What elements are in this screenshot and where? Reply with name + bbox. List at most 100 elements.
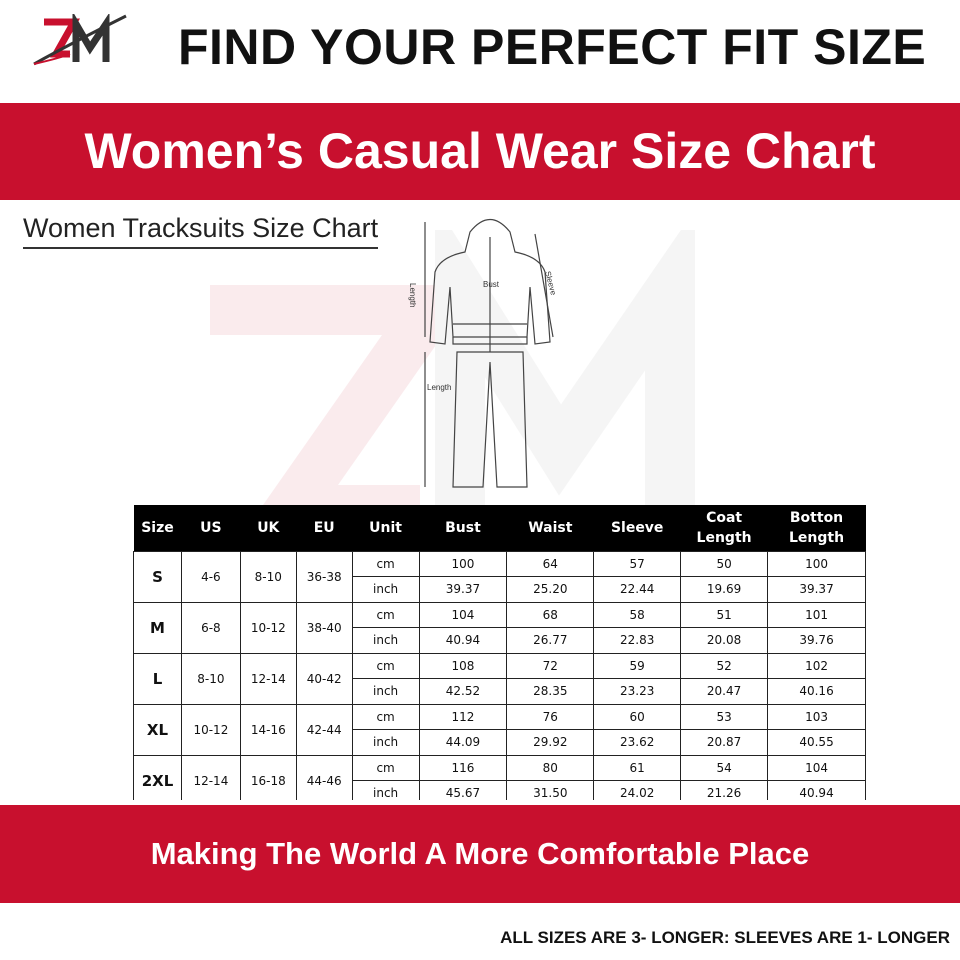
measurement-cell: 23.23 bbox=[593, 678, 682, 705]
column-header: Bust bbox=[419, 505, 507, 551]
column-header: Botton Length bbox=[767, 505, 866, 551]
measurement-cell: 20.87 bbox=[680, 729, 769, 756]
table-row: S 4-6 8-10 36-38 cm 100 64 57 50 100 bbox=[133, 550, 866, 603]
measurement-cell: 40.55 bbox=[767, 729, 866, 756]
measurement-cell: 100 bbox=[418, 550, 508, 577]
measurement-cell: 102 bbox=[767, 652, 866, 679]
table-row: inch 45.67 31.50 24.02 21.26 40.94 bbox=[134, 780, 866, 800]
footer-note: ALL SIZES ARE 3- LONGER: SLEEVES ARE 1- … bbox=[500, 928, 950, 947]
measurement-cell: 116 bbox=[418, 754, 508, 781]
brand-logo bbox=[33, 14, 127, 66]
measurement-cell: 53 bbox=[680, 703, 769, 730]
measurement-cell: 64 bbox=[506, 550, 595, 577]
measurement-cell: 112 bbox=[418, 703, 508, 730]
measurement-cell: 51 bbox=[680, 601, 769, 628]
measurement-cell: 23.62 bbox=[593, 729, 682, 756]
measurement-cell: 100 bbox=[767, 550, 866, 577]
bust-label: Bust bbox=[483, 280, 500, 289]
measurement-cell: 108 bbox=[418, 652, 508, 679]
us-size-cell: 12-14 bbox=[180, 754, 241, 800]
size-table: Size US UK EU Unit Bust Waist Sleeve Coat Length… bbox=[133, 505, 866, 800]
column-header: EU bbox=[296, 505, 353, 551]
size-cell: S bbox=[133, 550, 182, 603]
measurement-cell: 72 bbox=[506, 652, 595, 679]
unit-cell: inch bbox=[351, 780, 420, 800]
column-header: Waist bbox=[506, 505, 594, 551]
measurement-cell: 19.69 bbox=[680, 576, 769, 603]
measurement-cell: 21.26 bbox=[680, 780, 769, 800]
measurement-cell: 104 bbox=[767, 754, 866, 781]
column-header: Unit bbox=[352, 505, 420, 551]
unit-cell: cm bbox=[351, 703, 420, 730]
size-cell: M bbox=[133, 601, 182, 654]
table-row: inch 44.09 29.92 23.62 20.87 40.55 bbox=[134, 729, 866, 756]
uk-size-cell: 10-12 bbox=[239, 601, 297, 654]
coat-length-label: Length bbox=[408, 283, 417, 307]
measurement-cell: 103 bbox=[767, 703, 866, 730]
measurement-cell: 45.67 bbox=[418, 780, 508, 800]
unit-cell: inch bbox=[351, 627, 420, 654]
unit-cell: cm bbox=[351, 652, 420, 679]
unit-cell: cm bbox=[351, 550, 420, 577]
measurement-cell: 80 bbox=[506, 754, 595, 781]
measurement-cell: 40.16 bbox=[767, 678, 866, 705]
measurement-cell: 59 bbox=[593, 652, 682, 679]
measurement-cell: 50 bbox=[680, 550, 769, 577]
measurement-cell: 39.37 bbox=[418, 576, 508, 603]
page-title: FIND YOUR PERFECT FIT SIZE bbox=[178, 19, 927, 75]
measurement-cell: 39.37 bbox=[767, 576, 866, 603]
banner-title: Women’s Casual Wear Size Chart bbox=[0, 103, 960, 200]
us-size-cell: 8-10 bbox=[180, 652, 241, 705]
eu-size-cell: 36-38 bbox=[295, 550, 353, 603]
column-header: US bbox=[181, 505, 241, 551]
table-row: 2XL 12-14 16-18 44-46 cm 116 80 61 54 104 bbox=[133, 754, 866, 800]
eu-size-cell: 40-42 bbox=[295, 652, 353, 705]
us-size-cell: 10-12 bbox=[180, 703, 241, 756]
eu-size-cell: 42-44 bbox=[295, 703, 353, 756]
measurement-cell: 40.94 bbox=[418, 627, 508, 654]
measurement-cell: 54 bbox=[680, 754, 769, 781]
eu-size-cell: 44-46 bbox=[295, 754, 353, 800]
measurement-cell: 24.02 bbox=[593, 780, 682, 800]
measurement-cell: 44.09 bbox=[418, 729, 508, 756]
tagline: Making The World A More Comfortable Plac… bbox=[0, 805, 960, 903]
measurement-cell: 22.83 bbox=[593, 627, 682, 654]
column-header: Sleeve bbox=[593, 505, 681, 551]
uk-size-cell: 12-14 bbox=[239, 652, 297, 705]
unit-cell: cm bbox=[351, 601, 420, 628]
table-row: L 8-10 12-14 40-42 cm 108 72 59 52 102 bbox=[133, 652, 866, 705]
measurement-cell: 28.35 bbox=[506, 678, 595, 705]
unit-cell: cm bbox=[351, 754, 420, 781]
measurement-cell: 60 bbox=[593, 703, 682, 730]
measurement-cell: 61 bbox=[593, 754, 682, 781]
size-cell: 2XL bbox=[133, 754, 182, 800]
size-cell: L bbox=[133, 652, 182, 705]
measurement-cell: 31.50 bbox=[506, 780, 595, 800]
uk-size-cell: 16-18 bbox=[239, 754, 297, 800]
measurement-cell: 101 bbox=[767, 601, 866, 628]
measurement-cell: 68 bbox=[506, 601, 595, 628]
table-row: inch 42.52 28.35 23.23 20.47 40.16 bbox=[134, 678, 866, 705]
measurement-cell: 39.76 bbox=[767, 627, 866, 654]
measurement-cell: 52 bbox=[680, 652, 769, 679]
measurement-cell: 104 bbox=[418, 601, 508, 628]
unit-cell: inch bbox=[351, 576, 420, 603]
pants-length-label: Length bbox=[427, 383, 451, 392]
column-header: UK bbox=[240, 505, 297, 551]
chart-subtitle: Women Tracksuits Size Chart bbox=[23, 213, 379, 249]
measurement-cell: 42.52 bbox=[418, 678, 508, 705]
measurement-cell: 40.94 bbox=[767, 780, 866, 800]
size-cell: XL bbox=[133, 703, 182, 756]
uk-size-cell: 8-10 bbox=[239, 550, 297, 603]
measurement-cell: 20.08 bbox=[680, 627, 769, 654]
table-row: M 6-8 10-12 38-40 cm 104 68 58 51 101 bbox=[133, 601, 866, 654]
us-size-cell: 6-8 bbox=[180, 601, 241, 654]
measurement-cell: 29.92 bbox=[506, 729, 595, 756]
measurement-cell: 25.20 bbox=[506, 576, 595, 603]
us-size-cell: 4-6 bbox=[180, 550, 241, 603]
tracksuit-diagram: Length Bust Sleeve Length bbox=[408, 218, 558, 488]
measurement-cell: 26.77 bbox=[506, 627, 595, 654]
table-row: inch 40.94 26.77 22.83 20.08 39.76 bbox=[134, 627, 866, 654]
measurement-cell: 20.47 bbox=[680, 678, 769, 705]
measurement-cell: 76 bbox=[506, 703, 595, 730]
